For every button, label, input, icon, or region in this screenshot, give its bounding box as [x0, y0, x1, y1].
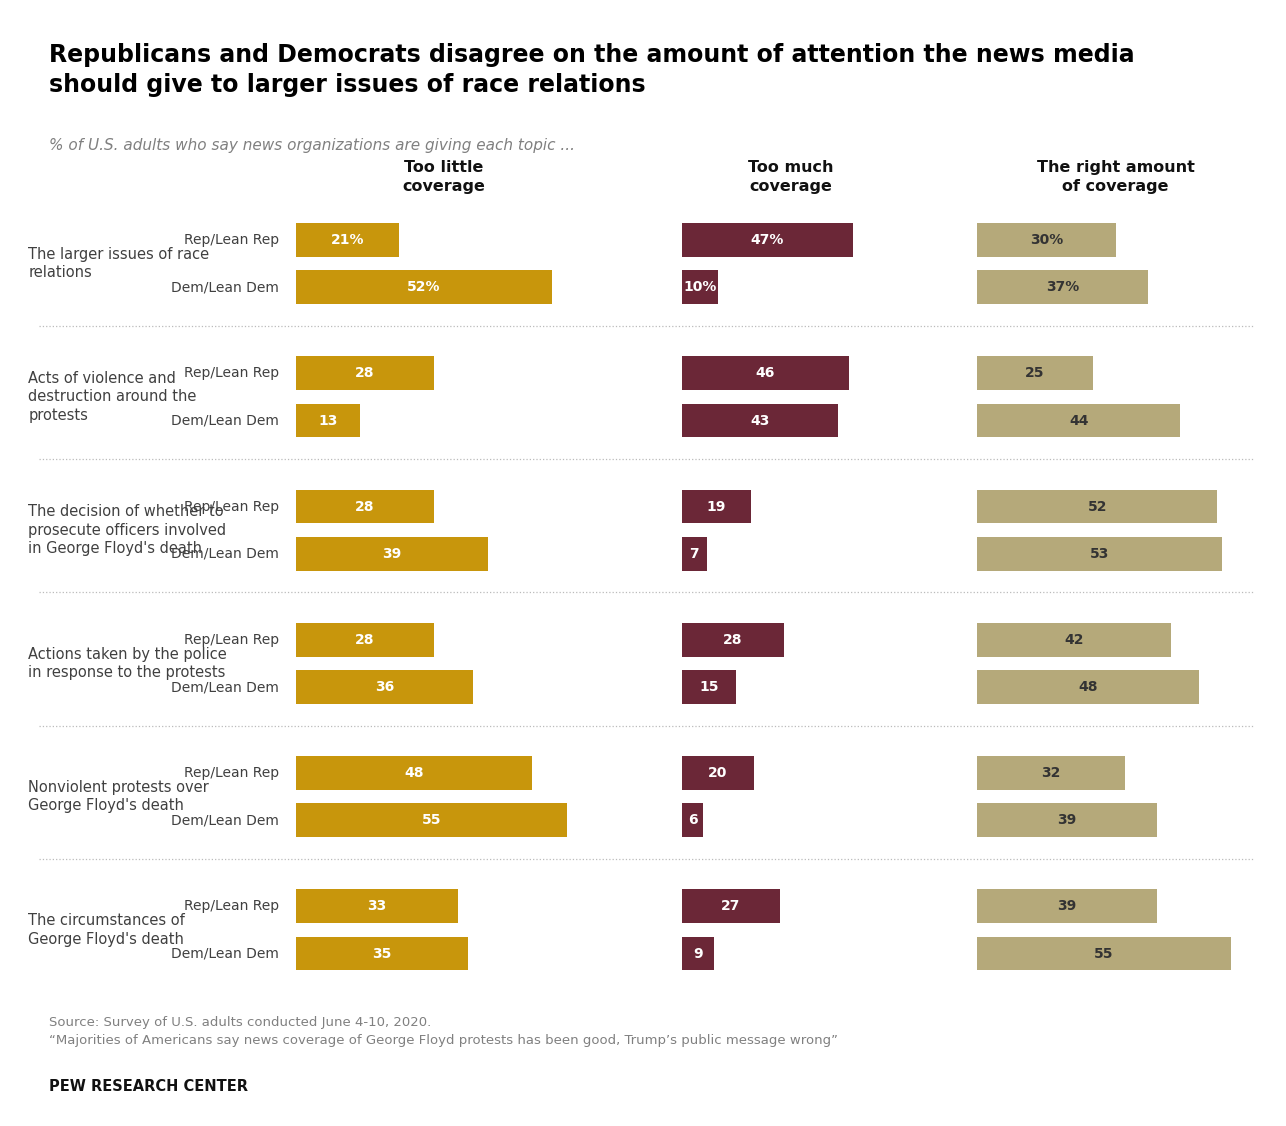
Text: 48: 48 — [404, 766, 424, 780]
Text: 28: 28 — [355, 500, 374, 513]
Text: 28: 28 — [723, 633, 742, 646]
Text: % of U.S. adults who say news organizations are giving each topic ...: % of U.S. adults who say news organizati… — [49, 138, 575, 153]
Text: 32: 32 — [1042, 766, 1061, 780]
Text: The circumstances of
George Floyd's death: The circumstances of George Floyd's deat… — [28, 913, 185, 947]
Text: 46: 46 — [756, 366, 775, 381]
Bar — [296, 804, 567, 838]
Text: Rep/Lean Rep: Rep/Lean Rep — [184, 766, 279, 780]
Bar — [682, 356, 849, 390]
Bar — [977, 537, 1222, 571]
Text: 48: 48 — [1078, 680, 1098, 694]
Bar — [682, 537, 707, 571]
Text: 47%: 47% — [751, 233, 784, 247]
Bar — [977, 270, 1148, 304]
Bar — [296, 670, 473, 704]
Text: 20: 20 — [709, 766, 728, 780]
Bar — [682, 670, 736, 704]
Text: 37%: 37% — [1046, 280, 1079, 294]
Text: 28: 28 — [355, 366, 374, 381]
Bar — [977, 356, 1093, 390]
Text: 55: 55 — [422, 813, 441, 828]
Text: Rep/Lean Rep: Rep/Lean Rep — [184, 366, 279, 381]
Bar — [296, 623, 433, 656]
Text: Acts of violence and
destruction around the
protests: Acts of violence and destruction around … — [28, 370, 197, 423]
Text: 6: 6 — [688, 813, 697, 828]
Bar — [296, 757, 532, 790]
Text: Too much
coverage: Too much coverage — [748, 160, 833, 194]
Text: 35: 35 — [373, 947, 392, 960]
Text: Dem/Lean Dem: Dem/Lean Dem — [171, 947, 279, 960]
Text: 25: 25 — [1025, 366, 1044, 381]
Bar — [296, 937, 468, 971]
Bar — [296, 490, 433, 524]
Text: 43: 43 — [750, 413, 769, 428]
Bar — [296, 890, 459, 923]
Text: The larger issues of race
relations: The larger issues of race relations — [28, 247, 210, 280]
Text: The decision of whether to
prosecute officers involved
in George Floyd's death: The decision of whether to prosecute off… — [28, 504, 226, 556]
Bar — [296, 356, 433, 390]
Bar — [682, 890, 779, 923]
Text: 53: 53 — [1089, 547, 1109, 561]
Text: Dem/Lean Dem: Dem/Lean Dem — [171, 280, 279, 294]
Text: 30%: 30% — [1030, 233, 1064, 247]
Bar — [296, 404, 360, 437]
Text: Dem/Lean Dem: Dem/Lean Dem — [171, 680, 279, 694]
Text: 55: 55 — [1094, 947, 1114, 960]
Bar — [682, 623, 783, 656]
Text: 21%: 21% — [331, 233, 364, 247]
Text: 7: 7 — [689, 547, 700, 561]
Bar — [296, 270, 552, 304]
Text: Republicans and Democrats disagree on the amount of attention the news media
sho: Republicans and Democrats disagree on th… — [49, 43, 1134, 98]
Text: Nonviolent protests over
George Floyd's death: Nonviolent protests over George Floyd's … — [28, 780, 210, 813]
Bar — [682, 804, 703, 838]
Text: PEW RESEARCH CENTER: PEW RESEARCH CENTER — [49, 1080, 248, 1094]
Text: 44: 44 — [1069, 413, 1088, 428]
Text: Rep/Lean Rep: Rep/Lean Rep — [184, 500, 279, 513]
Bar — [977, 804, 1157, 838]
Text: 27: 27 — [721, 900, 741, 913]
Text: 42: 42 — [1065, 633, 1084, 646]
Text: Rep/Lean Rep: Rep/Lean Rep — [184, 233, 279, 247]
Bar — [682, 490, 751, 524]
Text: 36: 36 — [376, 680, 394, 694]
Text: 15: 15 — [700, 680, 719, 694]
Text: Too little
coverage: Too little coverage — [403, 160, 485, 194]
Bar — [977, 757, 1125, 790]
Text: 28: 28 — [355, 633, 374, 646]
Text: Source: Survey of U.S. adults conducted June 4-10, 2020.
“Majorities of American: Source: Survey of U.S. adults conducted … — [49, 1016, 838, 1047]
Text: 13: 13 — [318, 413, 337, 428]
Text: 10%: 10% — [683, 280, 716, 294]
Text: 9: 9 — [693, 947, 702, 960]
Bar — [682, 757, 755, 790]
Text: 19: 19 — [706, 500, 725, 513]
Bar — [977, 404, 1181, 437]
Text: 52%: 52% — [408, 280, 441, 294]
Text: 39: 39 — [1057, 900, 1076, 913]
Bar — [682, 223, 853, 257]
Text: The right amount
of coverage: The right amount of coverage — [1037, 160, 1195, 194]
Bar — [977, 937, 1231, 971]
Text: 52: 52 — [1088, 500, 1107, 513]
Text: Dem/Lean Dem: Dem/Lean Dem — [171, 547, 279, 561]
Bar — [977, 490, 1217, 524]
Text: 33: 33 — [368, 900, 387, 913]
Bar — [296, 223, 399, 257]
Text: Actions taken by the police
in response to the protests: Actions taken by the police in response … — [28, 646, 228, 680]
Bar — [682, 270, 718, 304]
Bar — [682, 404, 838, 437]
Bar — [296, 537, 489, 571]
Text: Rep/Lean Rep: Rep/Lean Rep — [184, 633, 279, 646]
Text: 39: 39 — [1057, 813, 1076, 828]
Text: Rep/Lean Rep: Rep/Lean Rep — [184, 900, 279, 913]
Bar — [977, 223, 1116, 257]
Bar — [977, 670, 1199, 704]
Bar — [977, 623, 1170, 656]
Text: Dem/Lean Dem: Dem/Lean Dem — [171, 813, 279, 828]
Bar — [682, 937, 715, 971]
Text: Dem/Lean Dem: Dem/Lean Dem — [171, 413, 279, 428]
Bar — [977, 890, 1157, 923]
Text: 39: 39 — [382, 547, 401, 561]
